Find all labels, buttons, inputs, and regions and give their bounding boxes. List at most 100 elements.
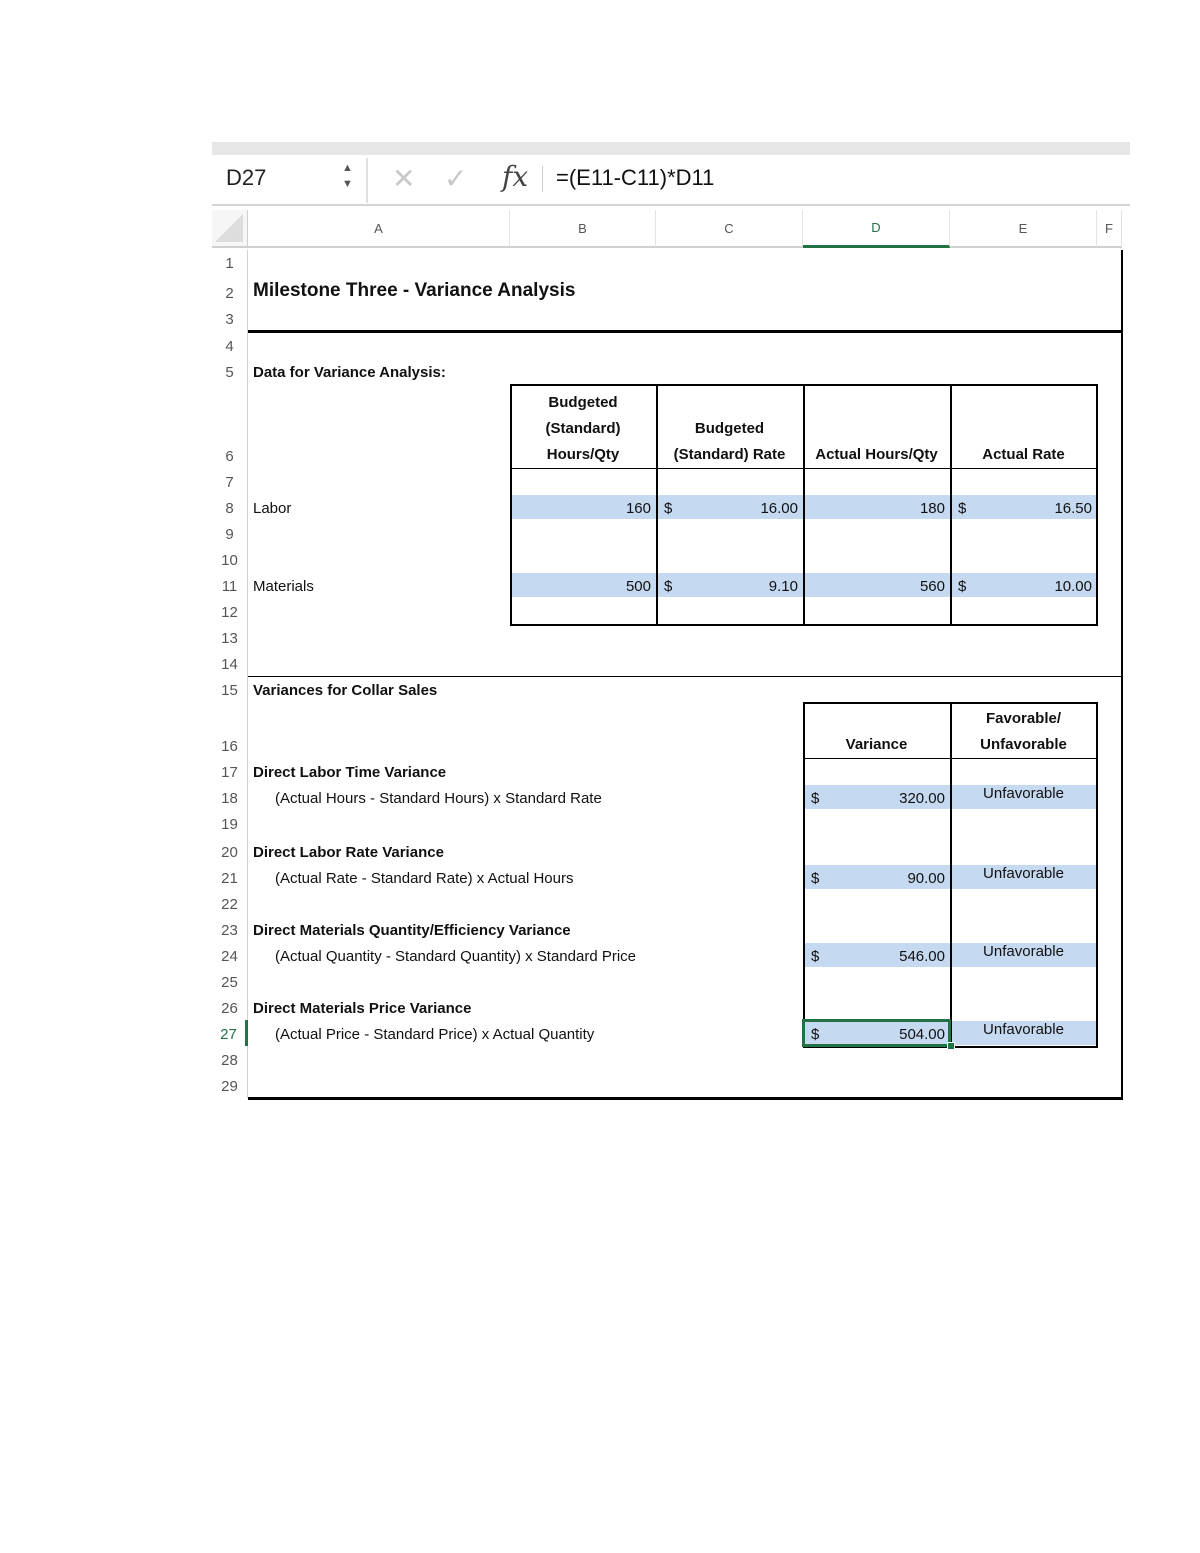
cell-d21[interactable]: $90.00 xyxy=(803,864,950,890)
cell-b6[interactable]: Budgeted (Standard) Hours/Qty xyxy=(510,384,656,468)
row-header-3[interactable]: 3 xyxy=(212,305,248,331)
cell-fill[interactable] xyxy=(804,943,950,967)
cell-c8[interactable]: $16.00 xyxy=(656,494,803,520)
row-header-9[interactable]: 9 xyxy=(212,520,248,546)
row-header-16[interactable]: 16 xyxy=(212,702,248,758)
cell-c11[interactable]: $9.10 xyxy=(656,572,803,598)
row-header-28[interactable]: 28 xyxy=(212,1046,248,1072)
cell-a23[interactable]: Direct Materials Quantity/Efficiency Var… xyxy=(248,916,848,942)
cell-fill[interactable] xyxy=(657,573,803,597)
variance-table-vline xyxy=(1096,702,1098,1048)
cell-d24[interactable]: $546.00 xyxy=(803,942,950,968)
cell-a27[interactable]: (Actual Price - Standard Price) x Actual… xyxy=(248,1020,848,1046)
cell-a5[interactable]: Data for Variance Analysis: xyxy=(248,358,848,384)
cell-a26[interactable]: Direct Materials Price Variance xyxy=(248,994,848,1020)
cell-fill[interactable] xyxy=(951,495,1097,519)
row-header-12[interactable]: 12 xyxy=(212,598,248,624)
row-header-4[interactable]: 4 xyxy=(212,331,248,358)
cell-b8[interactable]: 160 xyxy=(510,494,656,520)
row-header-24[interactable]: 24 xyxy=(212,942,248,968)
insert-function-icon[interactable]: fx xyxy=(502,160,529,193)
cell-a2[interactable]: Milestone Three - Variance Analysis xyxy=(248,275,848,305)
cell-a21[interactable]: (Actual Rate - Standard Rate) x Actual H… xyxy=(248,864,848,890)
row-header-29[interactable]: 29 xyxy=(212,1072,248,1098)
row-header-22[interactable]: 22 xyxy=(212,890,248,916)
cell-fill[interactable] xyxy=(804,1021,950,1045)
cell-e11[interactable]: $10.00 xyxy=(950,572,1097,598)
row-header-6[interactable]: 6 xyxy=(212,384,248,468)
name-box-dropdown-icon[interactable]: ▲ ▼ xyxy=(342,162,353,190)
column-header-e[interactable]: E xyxy=(950,210,1097,248)
cell-fill[interactable] xyxy=(657,495,803,519)
column-header-a[interactable]: A xyxy=(248,210,510,248)
variance-table-vline xyxy=(950,702,952,1048)
row-header-25[interactable]: 25 xyxy=(212,968,248,994)
cell-a15[interactable]: Variances for Collar Sales xyxy=(248,676,848,702)
row-header-26[interactable]: 26 xyxy=(212,994,248,1020)
cell-fill[interactable] xyxy=(804,495,950,519)
cell-a20[interactable]: Direct Labor Rate Variance xyxy=(248,836,848,864)
selected-cell-border[interactable] xyxy=(802,1019,951,1047)
row-header-19[interactable]: 19 xyxy=(212,810,248,836)
cell-value: Budgeted (Standard) Rate xyxy=(673,420,786,463)
fill-handle[interactable] xyxy=(947,1042,955,1050)
cell-b11[interactable]: 500 xyxy=(510,572,656,598)
cell-d16[interactable]: Variance xyxy=(803,702,950,758)
cell-d11[interactable]: 560 xyxy=(803,572,950,598)
cell-fill[interactable] xyxy=(951,785,1097,809)
cell-fill[interactable] xyxy=(804,785,950,809)
row-header-15[interactable]: 15 xyxy=(212,676,248,702)
cell-c6[interactable]: Budgeted (Standard) Rate xyxy=(656,384,803,468)
cell-a18[interactable]: (Actual Hours - Standard Hours) x Standa… xyxy=(248,784,848,810)
cancel-x-icon[interactable]: ✕ xyxy=(392,163,416,194)
row-header-23[interactable]: 23 xyxy=(212,916,248,942)
row-header-8[interactable]: 8 xyxy=(212,494,248,520)
formula-input[interactable]: =(E11-C11)*D11 xyxy=(556,165,715,190)
cell-a11[interactable]: Materials xyxy=(248,572,848,598)
cell-a17[interactable]: Direct Labor Time Variance xyxy=(248,758,848,784)
name-box[interactable]: D27 xyxy=(226,165,267,190)
column-header-b[interactable]: B xyxy=(510,210,656,248)
cell-value: (Actual Price - Standard Price) x Actual… xyxy=(275,1026,595,1043)
cell-fill[interactable] xyxy=(951,1021,1097,1045)
cell-d27[interactable]: $504.00 xyxy=(803,1020,950,1046)
cell-fill[interactable] xyxy=(511,573,656,597)
row-header-7[interactable]: 7 xyxy=(212,468,248,494)
row-header-2[interactable]: 2 xyxy=(212,275,248,305)
column-header-d[interactable]: D xyxy=(803,210,950,248)
row-header-1[interactable]: 1 xyxy=(212,250,248,275)
row-header-27[interactable]: 27 xyxy=(212,1020,248,1046)
row-header-14[interactable]: 14 xyxy=(212,650,248,676)
row-header-17[interactable]: 17 xyxy=(212,758,248,784)
cell-a8[interactable]: Labor xyxy=(248,494,848,520)
cell-d18[interactable]: $320.00 xyxy=(803,784,950,810)
row-header-13[interactable]: 13 xyxy=(212,624,248,650)
cell-value: Direct Materials Price Variance xyxy=(253,1000,472,1017)
cell-fill[interactable] xyxy=(951,865,1097,889)
enter-check-icon[interactable]: ✓ xyxy=(444,163,468,194)
cell-e8[interactable]: $16.50 xyxy=(950,494,1097,520)
cell-e24[interactable]: Unfavorable xyxy=(950,942,1097,968)
row-header-18[interactable]: 18 xyxy=(212,784,248,810)
cell-fill[interactable] xyxy=(804,573,950,597)
column-header-c[interactable]: C xyxy=(656,210,803,248)
cell-e21[interactable]: Unfavorable xyxy=(950,864,1097,890)
cell-d6[interactable]: Actual Hours/Qty xyxy=(803,384,950,468)
cell-e27[interactable]: Unfavorable xyxy=(950,1020,1097,1046)
cell-e16[interactable]: Favorable/ Unfavorable xyxy=(950,702,1097,758)
cell-a24[interactable]: (Actual Quantity - Standard Quantity) x … xyxy=(248,942,848,968)
cell-fill[interactable] xyxy=(804,865,950,889)
cell-e6[interactable]: Actual Rate xyxy=(950,384,1097,468)
row-header-21[interactable]: 21 xyxy=(212,864,248,890)
row-header-11[interactable]: 11 xyxy=(212,572,248,598)
column-header-f[interactable]: F xyxy=(1097,210,1122,248)
select-all-button[interactable] xyxy=(212,210,248,248)
row-header-20[interactable]: 20 xyxy=(212,836,248,864)
cell-fill[interactable] xyxy=(951,573,1097,597)
row-header-5[interactable]: 5 xyxy=(212,358,248,384)
row-header-10[interactable]: 10 xyxy=(212,546,248,572)
cell-e18[interactable]: Unfavorable xyxy=(950,784,1097,810)
cell-fill[interactable] xyxy=(951,943,1097,967)
cell-fill[interactable] xyxy=(511,495,656,519)
cell-d8[interactable]: 180 xyxy=(803,494,950,520)
